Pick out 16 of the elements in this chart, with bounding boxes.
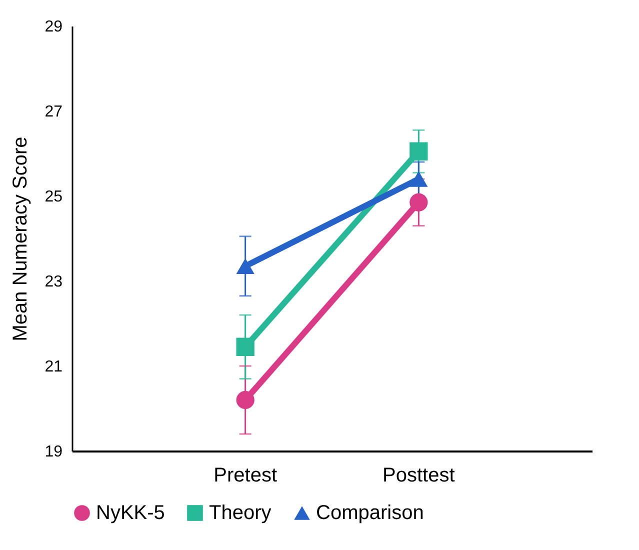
y-tick-label: 23: [44, 274, 63, 290]
y-tick-label: 19: [44, 444, 63, 460]
legend-label: NyKK-5: [96, 502, 165, 524]
y-tick-label: 27: [44, 104, 63, 120]
y-tick-label: 25: [44, 188, 63, 206]
y-axis-title: Mean Numeracy Score: [10, 136, 32, 342]
legend-label: Comparison: [316, 502, 424, 524]
y-tick-label: 21: [44, 358, 63, 376]
x-tick-label: Posttest: [382, 464, 456, 486]
point: [236, 338, 254, 356]
y-tick-label: 29: [44, 18, 63, 36]
x-tick-label: Pretest: [214, 464, 278, 486]
point: [410, 193, 428, 212]
point: [410, 142, 428, 160]
point: [236, 390, 254, 410]
legend-label: Theory: [209, 502, 272, 524]
